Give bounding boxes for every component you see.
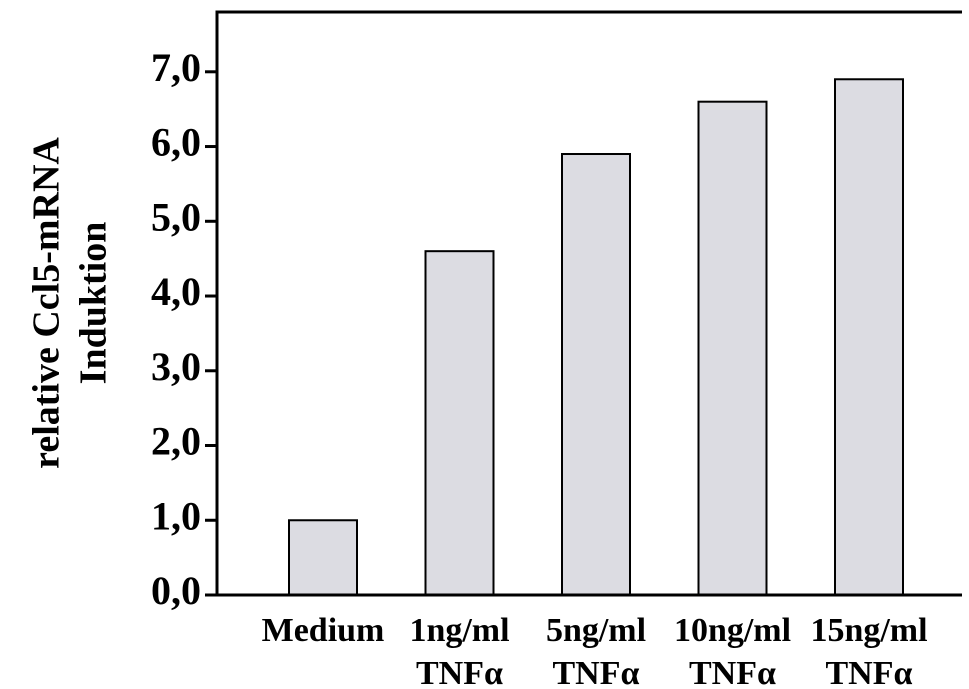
y-tick-label: 0,0: [151, 568, 201, 613]
bar-4: [697, 100, 768, 596]
bar-2: [424, 250, 495, 597]
y-tick-label: 6,0: [151, 120, 201, 165]
x-category-label: TNFα: [416, 655, 503, 689]
x-axis-labels: Medium 1ng/ml TNFα 5ng/ml TNFα 10ng/ml TNFα 15n…: [262, 612, 928, 689]
bar-5: [834, 78, 904, 597]
y-tick-label: 3,0: [151, 344, 201, 389]
y-axis-title-line-2: Induktion: [73, 222, 115, 385]
y-tick-label: 5,0: [151, 194, 201, 239]
x-category-label: TNFα: [826, 655, 913, 689]
bar-3: [561, 153, 631, 596]
bars: [288, 78, 904, 597]
x-category-label: Medium: [262, 612, 385, 649]
x-category-label: 1ng/ml: [409, 612, 509, 649]
x-category-label: TNFα: [689, 655, 776, 689]
y-tick-label: 2,0: [151, 419, 201, 464]
y-axis-ticks: 0,0 1,0 2,0 3,0 4,0 5,0 6,0 7,0: [151, 45, 217, 613]
axes: [215, 10, 962, 597]
bar-1: [288, 519, 358, 596]
x-category-label: TNFα: [553, 655, 640, 689]
x-category-label: 5ng/ml: [546, 612, 646, 649]
y-tick-label: 1,0: [151, 493, 201, 538]
x-category-label: 10ng/ml: [674, 612, 791, 649]
y-axis-title: relative Ccl5-mRNA Induktion: [26, 137, 115, 469]
y-axis-title-line-1: relative Ccl5-mRNA: [26, 137, 68, 469]
y-tick-label: 4,0: [151, 269, 201, 314]
y-tick-label: 7,0: [151, 45, 201, 90]
x-category-label: 15ng/ml: [810, 612, 927, 649]
